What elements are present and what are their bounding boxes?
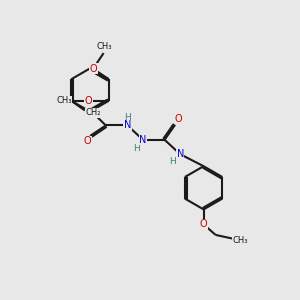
Text: CH₂: CH₂ — [85, 108, 100, 117]
Text: O: O — [89, 64, 97, 74]
Text: CH₃: CH₃ — [56, 96, 72, 105]
Text: CH₃: CH₃ — [233, 236, 248, 245]
Text: O: O — [83, 136, 91, 146]
Text: H: H — [133, 144, 140, 153]
Text: N: N — [176, 149, 184, 159]
Text: H: H — [124, 112, 131, 122]
Text: N: N — [139, 135, 147, 145]
Text: O: O — [85, 96, 92, 106]
Text: O: O — [174, 114, 182, 124]
Text: CH₃: CH₃ — [97, 42, 112, 51]
Text: H: H — [169, 157, 176, 166]
Text: N: N — [124, 120, 131, 130]
Text: O: O — [200, 219, 207, 230]
